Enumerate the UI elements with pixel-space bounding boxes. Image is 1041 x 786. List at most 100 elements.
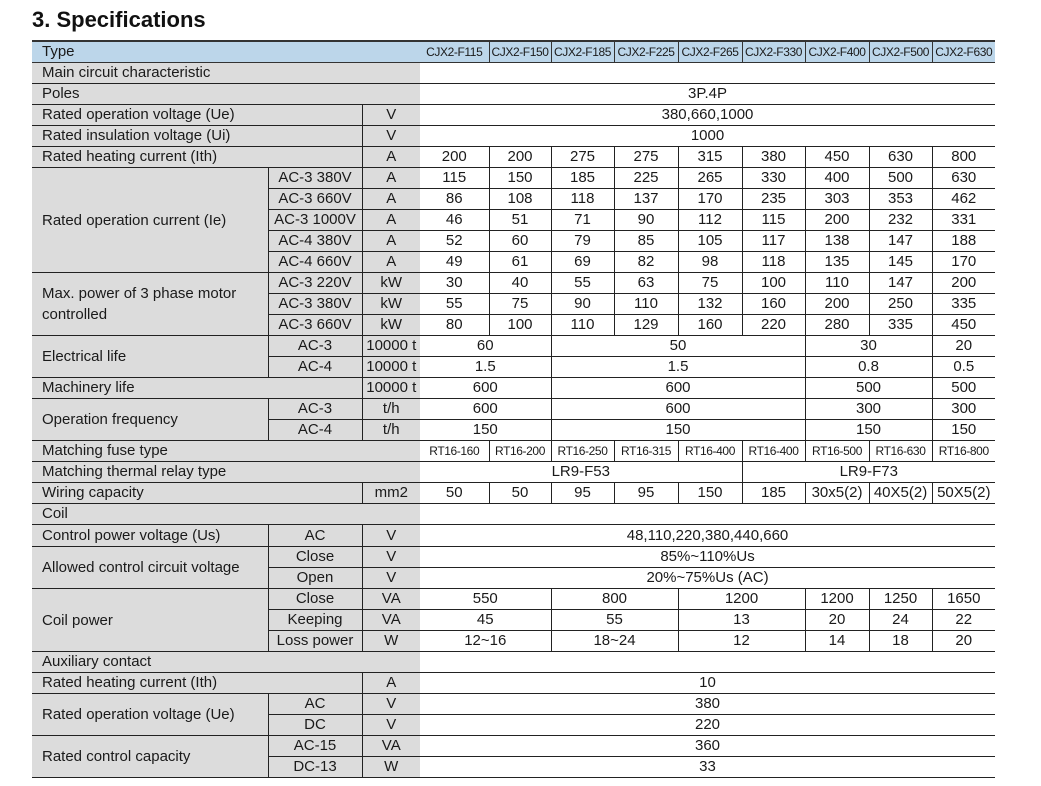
table-row: Wiring capacity mm2 50 50 95 95 150 185 30x5(2) 4… (32, 482, 996, 504)
spec-value: 100 (488, 314, 552, 336)
unit-label: kW (361, 314, 421, 336)
unit-label: V (361, 524, 421, 547)
spec-value: 10 (420, 672, 996, 694)
spec-value: 61 (488, 251, 552, 273)
spec-value: 79 (550, 230, 615, 252)
spec-value: RT16-400 (741, 440, 806, 462)
spec-value: LR9-F73 (741, 461, 996, 483)
spec-value: 50 (550, 335, 806, 357)
spec-value: 150 (488, 167, 552, 189)
row-label: Rated operation current (Ie) (32, 167, 268, 273)
spec-value: 60 (488, 230, 552, 252)
section-label: Coil (32, 503, 421, 525)
spec-value: 80 (420, 314, 490, 336)
spec-value: 280 (804, 314, 870, 336)
spec-value: 0.5 (931, 356, 996, 378)
spec-value: 150 (550, 419, 806, 441)
spec-value: 170 (677, 188, 743, 210)
spec-value: RT16-250 (550, 440, 615, 462)
section-title: 3. Specifications (32, 7, 206, 32)
unit-label: 10000 t (361, 356, 421, 378)
spec-value: 108 (488, 188, 552, 210)
spec-value: 1.5 (420, 356, 552, 378)
table-row: Electrical life AC-3 10000 t 60 50 30 20 (32, 335, 996, 378)
spec-value: 147 (868, 272, 933, 294)
spec-value: 100 (741, 272, 806, 294)
spec-value: 63 (613, 272, 679, 294)
spec-value: 30x5(2) (804, 482, 870, 504)
sub-label: AC-15 (267, 735, 362, 757)
spec-value: 60 (420, 335, 552, 357)
table-row: Rated heating current (Ith) A 10 (32, 672, 996, 694)
model-header: CJX2-F265 (677, 40, 743, 63)
model-header: CJX2-F500 (868, 40, 933, 63)
sub-label: AC-3 (267, 398, 362, 420)
table-row: AC-3 660V kW 80 100 110 129 160 220 280 335 450 (32, 314, 996, 336)
table-row: AC-3 1000V A 46 51 71 90 112 115 200 232 331 (32, 209, 996, 231)
spec-value: 52 (420, 230, 490, 252)
spec-value: RT16-315 (613, 440, 679, 462)
sub-label: AC-3 380V (267, 167, 362, 189)
section-row: Auxiliary contact (32, 651, 996, 673)
empty-cell (420, 651, 996, 673)
sub-label: Loss power (267, 630, 362, 652)
sub-label: AC-3 660V (267, 314, 362, 336)
spec-value: 20%~75%Us (AC) (420, 567, 996, 589)
spec-value: 85%~110%Us (420, 546, 996, 568)
spec-value: 12~16 (420, 630, 552, 652)
spec-value: 300 (931, 398, 996, 420)
row-label: Operation frequency (32, 398, 268, 441)
spec-value: 48,110,220,380,440,660 (420, 524, 996, 547)
spec-value: 200 (931, 272, 996, 294)
row-label: Coil power (32, 588, 268, 652)
table-row: Open V 20%~75%Us (AC) (32, 567, 996, 589)
spec-value: 90 (550, 293, 615, 315)
spec-value: 50 (420, 482, 490, 504)
spec-value: 115 (741, 209, 806, 231)
spec-value: 69 (550, 251, 615, 273)
section-label: Main circuit characteristic (32, 62, 421, 84)
spec-value: 630 (931, 167, 996, 189)
spec-value: 24 (868, 609, 933, 631)
unit-label: A (361, 672, 421, 694)
table-row: Rated operation voltage (Ue) AC V 380 (32, 693, 996, 736)
table-row: Rated operation voltage (Ue) V 380,660,100… (32, 104, 996, 126)
spec-value: 220 (741, 314, 806, 336)
spec-value: 500 (931, 377, 996, 399)
unit-label: W (361, 630, 421, 652)
table-row: Coil power Close VA 550 800 1200 1200 1250 1650 (32, 588, 996, 652)
spec-value: 50X5(2) (931, 482, 996, 504)
sub-label: AC (267, 693, 362, 715)
spec-value: 150 (931, 419, 996, 441)
row-label: Allowed control circuit voltage (32, 546, 268, 589)
row-label: Rated operation voltage (Ue) (32, 104, 362, 126)
spec-value: 115 (420, 167, 490, 189)
table-row: Machinery life 10000 t 600 600 500 500 (32, 377, 996, 399)
sub-label: AC-4 380V (267, 230, 362, 252)
unit-label: 10000 t (361, 335, 421, 357)
spec-value: 353 (868, 188, 933, 210)
unit-label: kW (361, 293, 421, 315)
spec-value: 129 (613, 314, 679, 336)
spec-value: 600 (550, 377, 806, 399)
row-label: Electrical life (32, 335, 268, 378)
table-row: Max. power of 3 phase motor controlled AC… (32, 272, 996, 336)
sub-label: AC-3 (267, 335, 362, 357)
spec-value: 132 (677, 293, 743, 315)
unit-label: A (361, 146, 421, 168)
spec-value: 185 (741, 482, 806, 504)
spec-value: 20 (931, 630, 996, 652)
spec-value: 200 (804, 209, 870, 231)
sub-label: AC (267, 524, 362, 547)
spec-value: 18~24 (550, 630, 679, 652)
sub-label: DC-13 (267, 756, 362, 778)
table-row: DC-13 W 33 (32, 756, 996, 778)
spec-value: 40 (488, 272, 552, 294)
spec-value: 105 (677, 230, 743, 252)
table-row: Matching thermal relay type LR9-F53 LR9-F7… (32, 461, 996, 483)
spec-value: 71 (550, 209, 615, 231)
spec-value: 20 (804, 609, 870, 631)
spec-value: 86 (420, 188, 490, 210)
type-header: Type (32, 40, 421, 63)
table-row: Rated operation current (Ie) AC-3 380V A 11… (32, 167, 996, 273)
